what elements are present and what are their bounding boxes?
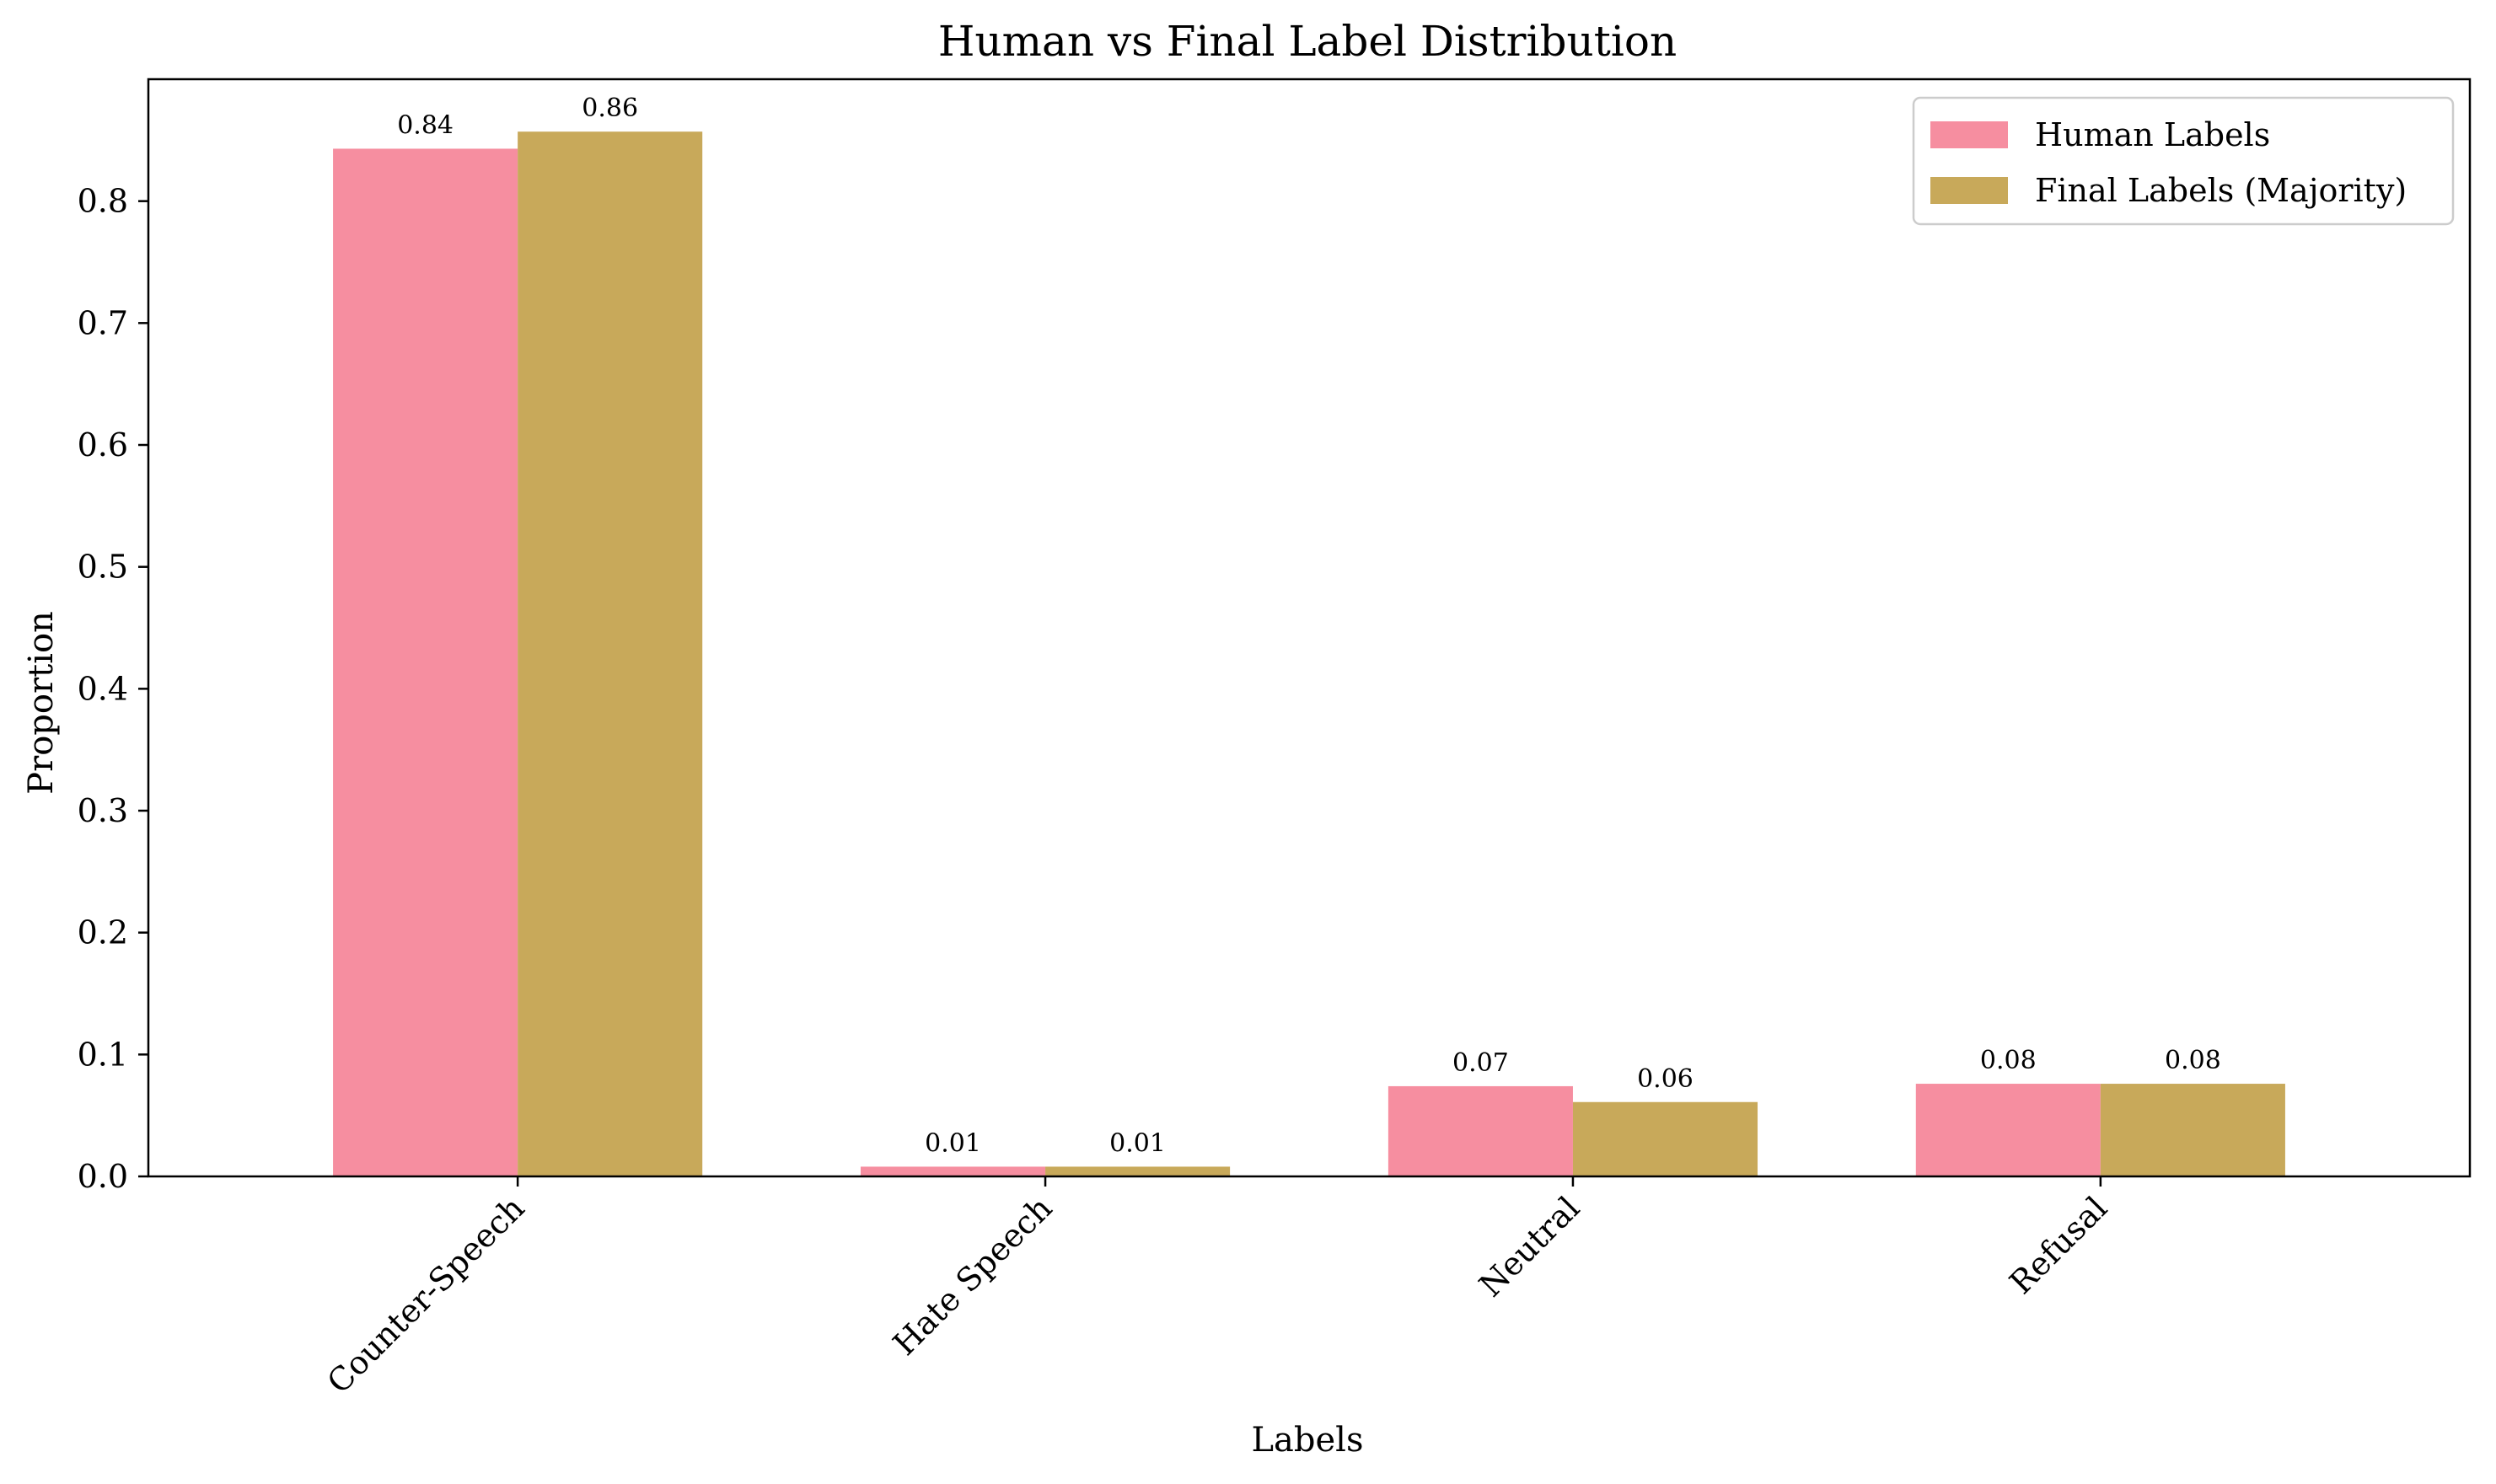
y-tick-label: 0.5 xyxy=(78,549,128,586)
bar xyxy=(333,148,518,1177)
y-tick-label: 0.1 xyxy=(78,1036,128,1073)
legend-swatch xyxy=(1930,177,2008,204)
bar xyxy=(2100,1084,2285,1176)
x-axis-label: Labels xyxy=(1251,1421,1363,1460)
legend-entry-label: Final Labels (Majority) xyxy=(2035,172,2407,209)
axes-frame xyxy=(147,78,2472,1178)
bar-value-label: 0.08 xyxy=(2165,1046,2221,1075)
bar-value-label: 0.08 xyxy=(1980,1046,2037,1075)
y-tick-label: 0.0 xyxy=(78,1158,128,1195)
y-tick-label: 0.3 xyxy=(78,792,128,829)
y-tick-label: 0.2 xyxy=(78,914,128,951)
bar-value-label: 0.84 xyxy=(397,110,454,140)
bar-value-label: 0.06 xyxy=(1637,1064,1694,1094)
x-tick-label: Neutral xyxy=(1472,1189,1586,1304)
legend-swatch xyxy=(1930,121,2008,148)
legend-box xyxy=(1912,96,2455,226)
x-tick-label: Counter-Speech xyxy=(320,1189,532,1401)
bar xyxy=(518,131,703,1176)
chart-title: Human vs Final Label Distribution xyxy=(938,17,1677,66)
y-axis-label: Proportion xyxy=(22,611,61,795)
bar xyxy=(1045,1166,1231,1176)
y-tick-label: 0.6 xyxy=(78,426,128,463)
y-tick-label: 0.7 xyxy=(78,304,128,341)
legend: Human Labels Final Labels (Majority) xyxy=(1912,96,2455,226)
bar-value-label: 0.01 xyxy=(1109,1128,1166,1158)
bar xyxy=(1915,1084,2101,1176)
bar xyxy=(860,1166,1046,1176)
x-tick-label: Hate Speech xyxy=(886,1189,1060,1363)
y-tick-label: 0.8 xyxy=(78,183,128,220)
plot-area: 0.84 0.01 0.07 0.08 0.86 0.01 0.06 0.08 xyxy=(333,94,2285,1177)
bar-value-label: 0.07 xyxy=(1452,1048,1509,1078)
legend-entry-label: Human Labels xyxy=(2035,116,2270,153)
bar xyxy=(1572,1101,1758,1176)
y-tick-label: 0.4 xyxy=(78,670,128,707)
bar xyxy=(1388,1085,1573,1176)
x-tick-label: Refusal xyxy=(2002,1189,2114,1301)
bar-value-label: 0.86 xyxy=(582,94,638,123)
bar-value-label: 0.01 xyxy=(925,1128,981,1158)
